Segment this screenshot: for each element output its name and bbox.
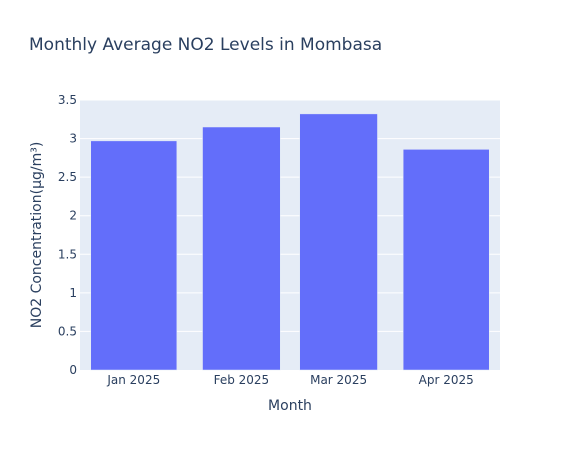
x-tick-label: Feb 2025 [214,373,270,387]
y-axis-ticks: 0 0.5 1 1.5 2 2.5 3 3.5 [58,93,77,377]
x-tick-label: Jan 2025 [106,373,160,387]
y-axis-title: NO2 Concentration(μg/m³) [29,142,45,329]
y-tick-label: 2 [69,209,77,223]
x-axis-title: Month [268,398,312,414]
x-axis-ticks: Jan 2025 Feb 2025 Mar 2025 Apr 2025 [106,373,473,387]
y-tick-label: 3.5 [58,93,77,107]
y-tick-label: 0 [69,363,77,377]
bar-jan-2025[interactable] [90,140,178,371]
y-tick-label: 2.5 [58,170,77,184]
x-tick-label: Apr 2025 [419,373,474,387]
bar-mar-2025[interactable] [299,113,378,371]
bar-apr-2025[interactable] [402,149,490,371]
x-tick-label: Mar 2025 [310,373,367,387]
y-tick-label: 1.5 [58,247,77,261]
y-tick-label: 1 [69,286,77,300]
bar-feb-2025[interactable] [202,126,281,371]
bars [90,113,490,371]
chart-title: Monthly Average NO2 Levels in Mombasa [29,35,382,55]
y-tick-label: 0.5 [58,324,77,338]
y-tick-label: 3 [69,132,77,146]
